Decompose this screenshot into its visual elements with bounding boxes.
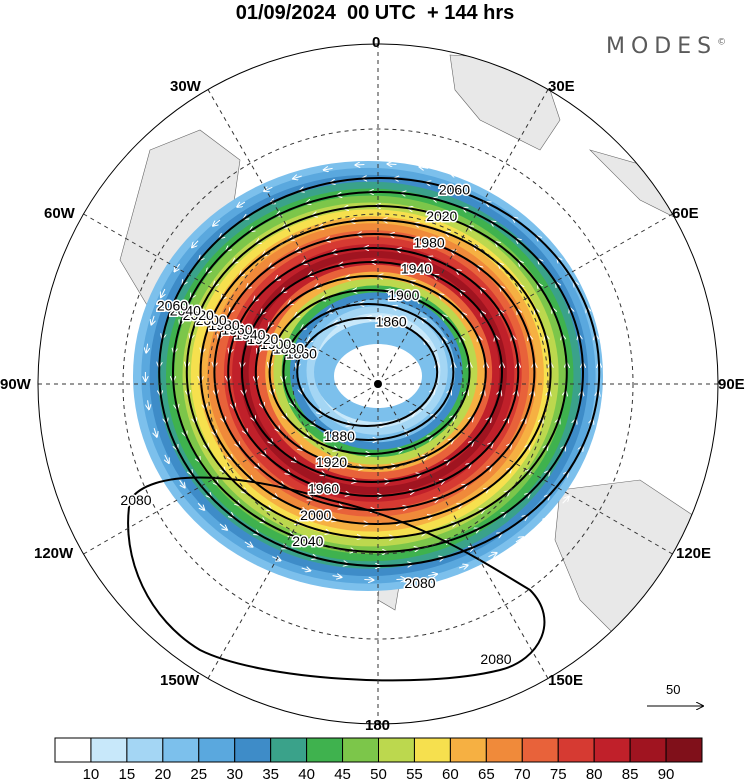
wind-speed-shading	[133, 161, 603, 591]
colorbar-tick-label: 75	[541, 766, 575, 783]
wind-vector	[364, 580, 373, 581]
contour-label: 2000	[300, 507, 331, 523]
label-0: 0	[372, 34, 380, 51]
colorbar-tick-label: 50	[362, 766, 396, 783]
colorbar-swatch	[55, 738, 91, 762]
contour-label: 1980	[414, 234, 445, 250]
colorbar-swatch	[307, 738, 343, 762]
colorbar	[55, 738, 702, 762]
colorbar-tick-label: 60	[433, 766, 467, 783]
colorbar-tick-label: 25	[182, 766, 216, 783]
colorbar-tick-label: 20	[146, 766, 180, 783]
label-60w: 60W	[44, 205, 75, 222]
contour-label: 1860	[376, 313, 407, 329]
colorbar-tick-label: 70	[505, 766, 539, 783]
colorbar-swatch	[127, 738, 163, 762]
colorbar-tick-label: 80	[577, 766, 611, 783]
colorbar-swatch	[486, 738, 522, 762]
colorbar-swatch	[414, 738, 450, 762]
colorbar-swatch	[235, 738, 271, 762]
contour-label: 2040	[292, 533, 323, 549]
colorbar-swatch	[594, 738, 630, 762]
colorbar-swatch	[379, 738, 415, 762]
colorbar-swatch	[343, 738, 379, 762]
contour-label: 1960	[308, 481, 339, 497]
label-120w: 120W	[34, 545, 73, 562]
colorbar-swatch	[91, 738, 127, 762]
colorbar-swatch	[630, 738, 666, 762]
contour-label-2080: 2080	[480, 651, 511, 667]
label-60e: 60E	[672, 205, 699, 222]
colorbar-tick-label: 55	[397, 766, 431, 783]
label-30e: 30E	[548, 78, 575, 95]
contour-label: 2020	[426, 208, 457, 224]
colorbar-tick-label: 15	[110, 766, 144, 783]
colorbar-swatch	[666, 738, 702, 762]
colorbar-tick-label: 30	[218, 766, 252, 783]
label-150e: 150E	[548, 672, 583, 689]
colorbar-tick-label: 35	[254, 766, 288, 783]
contour-label: 1900	[388, 287, 419, 303]
reference-vector-label: 50	[666, 682, 680, 697]
colorbar-swatch	[163, 738, 199, 762]
colorbar-tick-label: 90	[649, 766, 683, 783]
label-150w: 150W	[160, 672, 199, 689]
contour-label-2080: 2080	[404, 575, 435, 591]
colorbar-swatch	[199, 738, 235, 762]
label-180: 180	[365, 717, 390, 734]
colorbar-tick-label: 40	[290, 766, 324, 783]
pole-marker	[374, 380, 382, 388]
colorbar-tick-label: 85	[613, 766, 647, 783]
label-90w: 90W	[0, 376, 31, 393]
contour-label: 1880	[324, 428, 355, 444]
contour-label: 2060	[157, 298, 188, 314]
contour-label-2080: 2080	[120, 492, 151, 508]
contour-label: 1920	[316, 454, 347, 470]
wind-vector	[355, 164, 364, 165]
colorbar-tick-label: 65	[469, 766, 503, 783]
label-90e: 90E	[718, 376, 745, 393]
colorbar-swatch	[522, 738, 558, 762]
label-30w: 30W	[170, 78, 201, 95]
contour-label: 1940	[401, 261, 432, 277]
colorbar-swatch	[271, 738, 307, 762]
label-120e: 120E	[676, 545, 711, 562]
colorbar-tick-label: 45	[326, 766, 360, 783]
colorbar-tick-label: 10	[74, 766, 108, 783]
wind-vector	[387, 164, 396, 165]
contour-label: 2060	[439, 182, 470, 198]
colorbar-swatch	[450, 738, 486, 762]
colorbar-swatch	[558, 738, 594, 762]
